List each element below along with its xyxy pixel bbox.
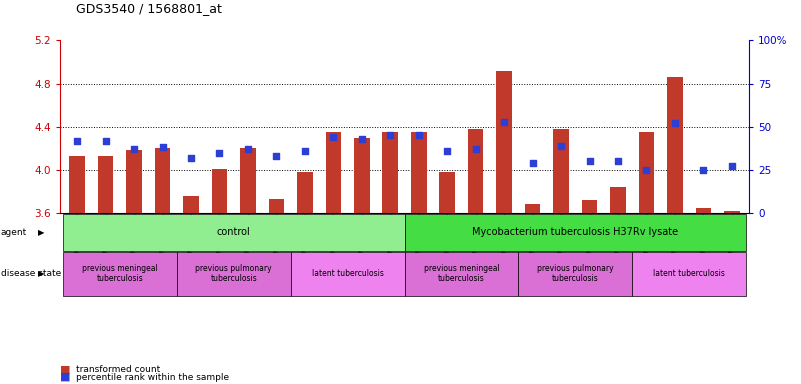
Point bbox=[99, 137, 112, 144]
Text: Mycobacterium tuberculosis H37Rv lysate: Mycobacterium tuberculosis H37Rv lysate bbox=[473, 227, 678, 237]
Point bbox=[697, 167, 710, 173]
Bar bbox=[525, 204, 541, 213]
Point bbox=[441, 148, 453, 154]
Bar bbox=[183, 196, 199, 213]
Point bbox=[356, 136, 368, 142]
Text: ▶: ▶ bbox=[38, 228, 45, 237]
Bar bbox=[667, 77, 682, 213]
Text: ■: ■ bbox=[60, 364, 70, 374]
Point bbox=[184, 155, 197, 161]
Point bbox=[299, 148, 312, 154]
Point bbox=[640, 167, 653, 173]
Point bbox=[242, 146, 255, 152]
Text: percentile rank within the sample: percentile rank within the sample bbox=[76, 373, 229, 382]
Bar bbox=[354, 137, 369, 213]
Point bbox=[554, 143, 567, 149]
Point bbox=[213, 149, 226, 156]
Bar bbox=[211, 169, 227, 213]
Bar bbox=[70, 156, 85, 213]
Text: previous meningeal
tuberculosis: previous meningeal tuberculosis bbox=[82, 264, 158, 283]
Bar bbox=[382, 132, 398, 213]
Point bbox=[726, 164, 739, 170]
Bar bbox=[127, 151, 142, 213]
Point bbox=[526, 160, 539, 166]
Bar bbox=[695, 208, 711, 213]
Bar bbox=[297, 172, 312, 213]
Bar bbox=[325, 132, 341, 213]
Point bbox=[413, 132, 425, 139]
Bar bbox=[98, 156, 114, 213]
Bar bbox=[411, 132, 427, 213]
Text: previous meningeal
tuberculosis: previous meningeal tuberculosis bbox=[424, 264, 499, 283]
Point bbox=[583, 158, 596, 164]
Bar bbox=[724, 211, 739, 213]
Point bbox=[469, 146, 482, 152]
Text: previous pulmonary
tuberculosis: previous pulmonary tuberculosis bbox=[537, 264, 614, 283]
Text: latent tuberculosis: latent tuberculosis bbox=[654, 269, 725, 278]
Bar bbox=[497, 71, 512, 213]
Text: previous pulmonary
tuberculosis: previous pulmonary tuberculosis bbox=[195, 264, 272, 283]
Text: ■: ■ bbox=[60, 372, 70, 382]
Text: ▶: ▶ bbox=[38, 269, 45, 278]
Bar bbox=[582, 200, 598, 213]
Point bbox=[127, 146, 140, 152]
Text: GDS3540 / 1568801_at: GDS3540 / 1568801_at bbox=[76, 2, 222, 15]
Point bbox=[70, 137, 83, 144]
Text: control: control bbox=[217, 227, 251, 237]
Text: transformed count: transformed count bbox=[76, 366, 160, 374]
Bar bbox=[638, 132, 654, 213]
Bar bbox=[155, 148, 171, 213]
Bar bbox=[610, 187, 626, 213]
Point bbox=[270, 153, 283, 159]
Bar bbox=[553, 129, 569, 213]
Point bbox=[156, 144, 169, 151]
Point bbox=[612, 158, 625, 164]
Text: disease state: disease state bbox=[1, 269, 61, 278]
Bar bbox=[440, 172, 455, 213]
Point bbox=[327, 134, 340, 140]
Point bbox=[669, 120, 682, 126]
Bar bbox=[268, 199, 284, 213]
Point bbox=[384, 132, 396, 139]
Text: latent tuberculosis: latent tuberculosis bbox=[312, 269, 384, 278]
Bar bbox=[240, 148, 256, 213]
Bar bbox=[468, 129, 484, 213]
Text: agent: agent bbox=[1, 228, 27, 237]
Point bbox=[497, 118, 510, 124]
